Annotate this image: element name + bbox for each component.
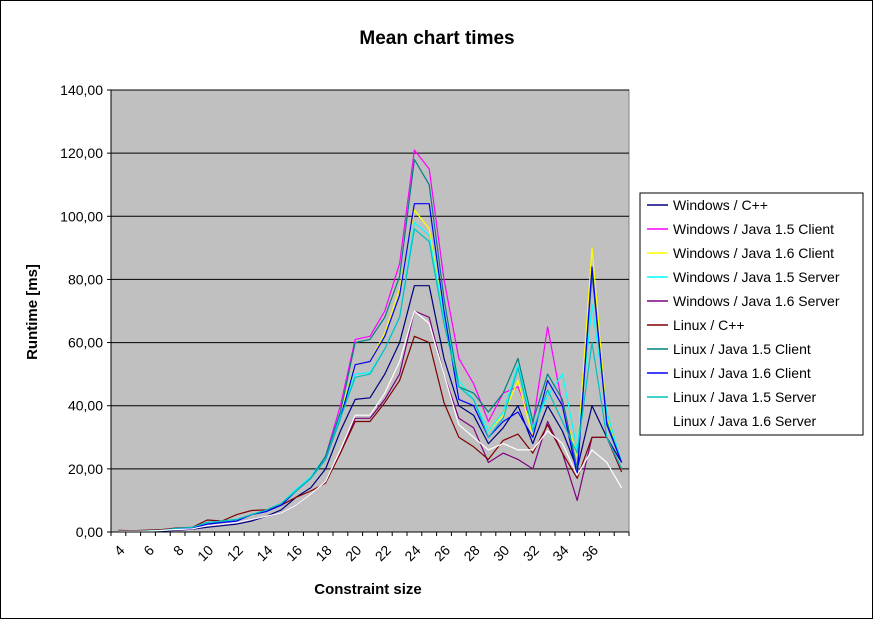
x-tick-label: 8 (170, 542, 187, 559)
x-tick-label: 16 (283, 542, 305, 564)
x-tick-label: 18 (312, 542, 334, 564)
x-tick-label: 20 (342, 542, 364, 564)
x-tick-label: 14 (253, 542, 275, 564)
x-tick-label: 36 (579, 542, 601, 564)
x-tick-label: 24 (401, 542, 423, 564)
x-tick-label: 34 (549, 542, 571, 564)
y-tick-label: 80,00 (68, 271, 103, 287)
legend-label: Linux / Java 1.6 Server (673, 413, 817, 429)
y-tick-label: 140,00 (60, 82, 103, 98)
legend-label: Linux / Java 1.6 Client (673, 365, 811, 381)
legend: Windows / C++ Windows / Java 1.5 Client Wi… (639, 192, 864, 436)
legend-label: Windows / Java 1.6 Server (673, 293, 840, 309)
y-tick-label: 100,00 (60, 208, 103, 224)
y-tick-label: 60,00 (68, 335, 103, 351)
legend-label: Windows / Java 1.5 Client (673, 221, 834, 237)
y-axis-title: Runtime [ms] (24, 264, 41, 360)
x-tick-label: 28 (460, 542, 482, 564)
legend-label: Linux / C++ (673, 317, 745, 333)
x-tick-label: 12 (224, 542, 246, 564)
chart-title: Mean chart times (359, 28, 514, 49)
legend-label: Windows / C++ (673, 197, 768, 213)
x-tick-label: 6 (140, 542, 157, 559)
x-axis-title: Constraint size (314, 581, 422, 598)
legend-label: Linux / Java 1.5 Client (673, 341, 811, 357)
y-tick-label: 0,00 (76, 524, 103, 540)
y-tick-label: 40,00 (68, 398, 103, 414)
x-tick-label: 32 (520, 542, 542, 564)
x-axis-ticks: 4 6 8 10 12 14 16 18 20 22 24 26 28 30 32 34 36 (110, 532, 630, 564)
series-line-10 (118, 310, 623, 533)
series-line-1 (118, 285, 623, 533)
legend-label: Windows / Java 1.6 Client (673, 245, 834, 261)
legend-label: Windows / Java 1.5 Server (673, 269, 840, 285)
x-tick-label: 4 (111, 542, 128, 559)
x-tick-label: 30 (490, 542, 512, 564)
series-layer (118, 149, 623, 533)
legend-label: Linux / Java 1.5 Server (673, 389, 817, 405)
y-tick-label: 120,00 (60, 145, 103, 161)
series-line-9 (118, 228, 623, 533)
plot-background (110, 89, 630, 533)
legend-box (639, 192, 864, 436)
x-tick-label: 10 (194, 542, 216, 564)
y-axis-ticks: 0,00 20,00 40,00 60,00 80,00 100,00 120,00 140,… (60, 82, 629, 540)
y-tick-label: 20,00 (68, 461, 103, 477)
x-tick-label: 26 (431, 542, 453, 564)
plot-area (110, 89, 630, 533)
x-tick-label: 22 (372, 542, 394, 564)
